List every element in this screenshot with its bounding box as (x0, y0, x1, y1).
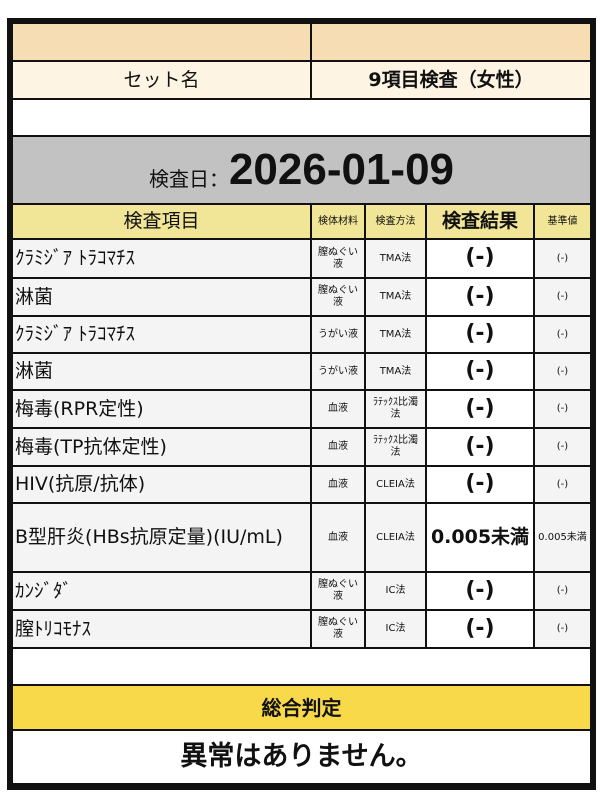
cell-result: (-) (427, 429, 533, 465)
cell-material: 血液 (312, 504, 364, 571)
cell-item: 膣ﾄﾘｺﾓﾅｽ (13, 611, 310, 647)
cell-result: (-) (427, 279, 533, 315)
cell-result: (-) (427, 467, 533, 502)
cell-item: HIV(抗原/抗体) (13, 467, 310, 502)
cell-reference: (-) (535, 467, 590, 502)
cell-method: TMA法 (366, 354, 425, 389)
cell-item: ｸﾗﾐｼﾞｱ ﾄﾗｺﾏﾁｽ (13, 240, 310, 277)
exam-date-label: 検査日： (148, 167, 229, 191)
cell-item: 淋菌 (13, 354, 310, 389)
cell-method: TMA法 (366, 279, 425, 315)
cell-item: B型肝炎(HBs抗原定量)(IU/mL) (13, 504, 310, 571)
header-top-right (312, 24, 590, 60)
cell-reference: 0.005未満 (535, 504, 590, 571)
cell-result: (-) (427, 354, 533, 389)
cell-result: (-) (427, 240, 533, 277)
cell-material: 膣ぬぐい液 (312, 573, 364, 609)
cell-reference: (-) (535, 354, 590, 389)
summary-value: 異常はありません。 (13, 731, 590, 783)
cell-item: 梅毒(TP抗体定性) (13, 429, 310, 465)
summary-label: 総合判定 (13, 686, 590, 729)
cell-reference: (-) (535, 240, 590, 277)
cell-method: IC法 (366, 573, 425, 609)
cell-method: CLEIA法 (366, 467, 425, 502)
cell-result: (-) (427, 573, 533, 609)
cell-reference: (-) (535, 317, 590, 352)
cell-material: 血液 (312, 429, 364, 465)
exam-date-value: 2026-01-09 (228, 145, 455, 195)
cell-material: うがい液 (312, 354, 364, 389)
cell-reference: (-) (535, 279, 590, 315)
cell-method: IC法 (366, 611, 425, 647)
cell-material: 膣ぬぐい液 (312, 611, 364, 647)
cell-item: ｶﾝｼﾞﾀﾞ (13, 573, 310, 609)
cell-method: ﾗﾃｯｸｽ比濁法 (366, 429, 425, 465)
column-header-result: 検査結果 (427, 205, 533, 238)
cell-result: (-) (427, 391, 533, 427)
cell-reference: (-) (535, 611, 590, 647)
cell-method: ﾗﾃｯｸｽ比濁法 (366, 391, 425, 427)
cell-reference: (-) (535, 391, 590, 427)
column-header-material: 検体材料 (312, 205, 364, 238)
column-header-reference: 基準値 (535, 205, 590, 238)
cell-item: 梅毒(RPR定性) (13, 391, 310, 427)
spacer-row (13, 649, 590, 684)
cell-method: CLEIA法 (366, 504, 425, 571)
column-header-method: 検査方法 (366, 205, 425, 238)
cell-material: 膣ぬぐい液 (312, 240, 364, 277)
cell-reference: (-) (535, 573, 590, 609)
exam-date: 検査日： 2026-01-09 (13, 137, 590, 203)
cell-result: (-) (427, 611, 533, 647)
cell-material: 膣ぬぐい液 (312, 279, 364, 315)
cell-result: 0.005未満 (427, 504, 533, 571)
cell-result: (-) (427, 317, 533, 352)
cell-material: 血液 (312, 467, 364, 502)
set-name-label: セット名 (13, 62, 310, 98)
set-name-value: 9項目検査（女性） (312, 62, 590, 98)
spacer-row (13, 100, 590, 135)
cell-method: TMA法 (366, 317, 425, 352)
cell-item: 淋菌 (13, 279, 310, 315)
cell-reference: (-) (535, 429, 590, 465)
cell-item: ｸﾗﾐｼﾞｱ ﾄﾗｺﾏﾁｽ (13, 317, 310, 352)
cell-material: 血液 (312, 391, 364, 427)
cell-method: TMA法 (366, 240, 425, 277)
cell-material: うがい液 (312, 317, 364, 352)
header-top-left (13, 24, 310, 60)
column-header-item: 検査項目 (13, 205, 310, 238)
